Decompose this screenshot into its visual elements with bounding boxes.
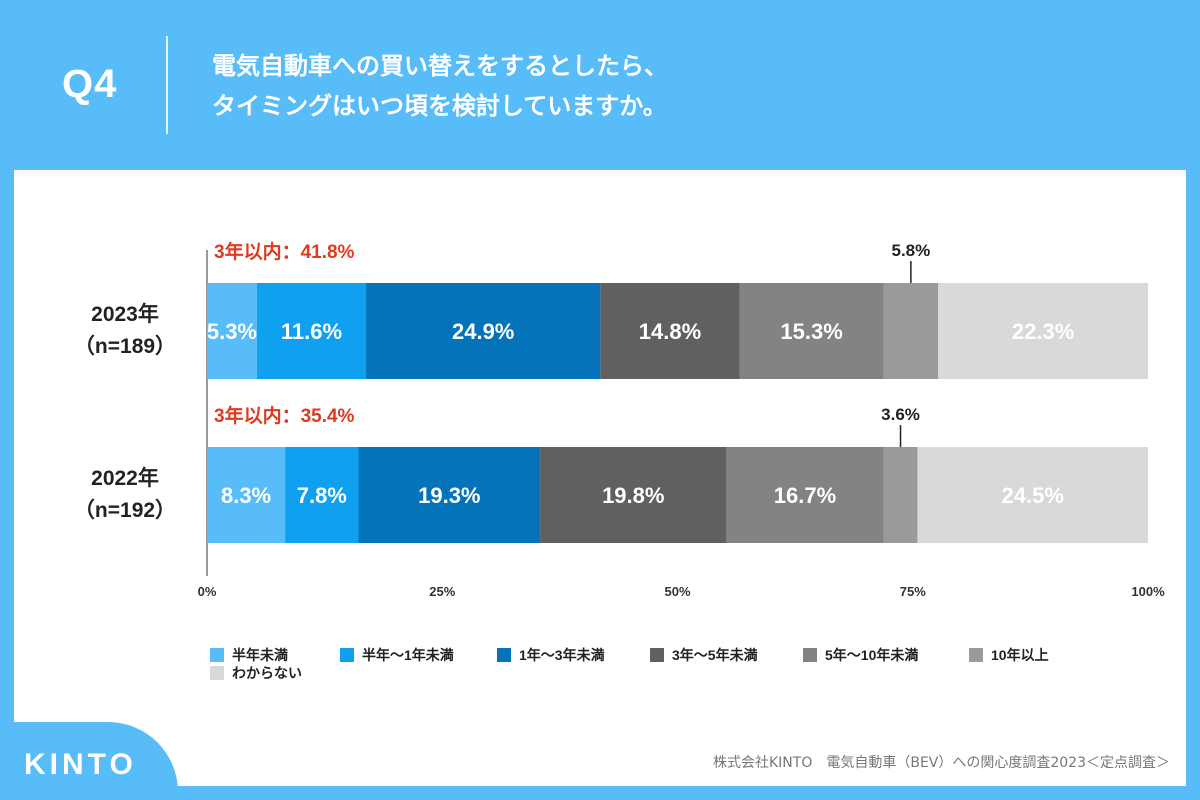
legend-swatch-5 <box>969 648 983 662</box>
bar-segment-r0-s1 <box>256 283 367 379</box>
bar-segment-r0-s0 <box>207 283 257 379</box>
x-tick-label-1: 25% <box>429 584 455 599</box>
kinto-logo: KINTO <box>24 748 137 781</box>
x-tick-label-4: 100% <box>1131 584 1165 599</box>
legend-label-6: わからない <box>232 665 302 681</box>
data-label-r1-s3: 19.8% <box>602 483 664 508</box>
bar-segment-r1-s1 <box>285 447 359 543</box>
data-label-r0-s2: 24.9% <box>452 319 514 344</box>
legend-swatch-4 <box>803 648 817 662</box>
header-divider <box>166 36 168 134</box>
callout-label-r0: 5.8% <box>891 241 930 260</box>
data-label-r0-s0: 5.3% <box>207 319 257 344</box>
data-label-r1-s1: 7.8% <box>297 483 347 508</box>
row-label-year-r0: 2023年 <box>91 302 159 326</box>
row-label-n-r0: （n=189） <box>74 334 176 358</box>
legend-swatch-0 <box>210 648 224 662</box>
data-label-r1-s6: 24.5% <box>1002 483 1064 508</box>
bar-segment-r1-s2 <box>358 447 541 543</box>
bar-segment-r1-s0 <box>207 447 286 543</box>
bar-segment-r0-s3 <box>600 283 740 379</box>
data-label-r1-s2: 19.3% <box>418 483 480 508</box>
bar-segment-r1-s4 <box>726 447 884 543</box>
row-label-n-r1: （n=192） <box>74 498 176 522</box>
legend-swatch-1 <box>340 648 354 662</box>
bar-segment-r1-s3 <box>540 447 727 543</box>
question-number: Q4 <box>62 62 118 106</box>
data-label-r0-s1: 11.6% <box>281 319 342 344</box>
legend-label-4: 5年〜10年未満 <box>825 647 918 663</box>
question-title: 電気自動車への買い替えをするとしたら、 タイミングはいつ頃を検討していますか。 <box>212 46 668 126</box>
x-tick-label-0: 0% <box>198 584 217 599</box>
x-tick-label-2: 50% <box>664 584 690 599</box>
legend-label-2: 1年〜3年未満 <box>519 647 605 663</box>
data-label-r1-s0: 8.3% <box>221 483 271 508</box>
legend-swatch-2 <box>497 648 511 662</box>
row-label-year-r1: 2022年 <box>91 466 159 490</box>
annotation-r1: 3年以内：35.4% <box>214 404 355 427</box>
bar-segment-r0-s6 <box>938 283 1148 379</box>
bar-segment-r0-s4 <box>739 283 884 379</box>
source-note: 株式会社KINTO 電気自動車（BEV）への関心度調査2023＜定点調査＞ <box>712 755 1170 771</box>
bar-segment-r1-s5 <box>883 447 918 543</box>
question-title-line-1: 電気自動車への買い替えをするとしたら、 <box>212 52 668 80</box>
legend-label-1: 半年〜1年未満 <box>362 647 454 663</box>
kinto-logo-tab: KINTO <box>0 722 178 800</box>
bar-segment-r1-s6 <box>917 447 1148 543</box>
header: Q4 電気自動車への買い替えをするとしたら、 タイミングはいつ頃を検討しています… <box>0 0 1200 170</box>
bar-segment-r0-s2 <box>366 283 601 379</box>
callout-label-r1: 3.6% <box>881 405 920 424</box>
x-tick-label-3: 75% <box>900 584 926 599</box>
data-label-r0-s4: 15.3% <box>780 319 842 344</box>
legend-label-3: 3年〜5年未満 <box>672 647 758 663</box>
legend-label-5: 10年以上 <box>991 647 1049 663</box>
legend-swatch-3 <box>650 648 664 662</box>
question-title-line-2: タイミングはいつ頃を検討していますか。 <box>212 92 667 120</box>
legend-swatch-6 <box>210 666 224 680</box>
data-label-r0-s3: 14.8% <box>639 319 701 344</box>
annotation-r0: 3年以内：41.8% <box>214 240 355 263</box>
data-label-r1-s4: 16.7% <box>774 483 836 508</box>
data-label-r0-s6: 22.3% <box>1012 319 1074 344</box>
legend-label-0: 半年未満 <box>232 647 288 663</box>
bar-segment-r0-s5 <box>883 283 939 379</box>
